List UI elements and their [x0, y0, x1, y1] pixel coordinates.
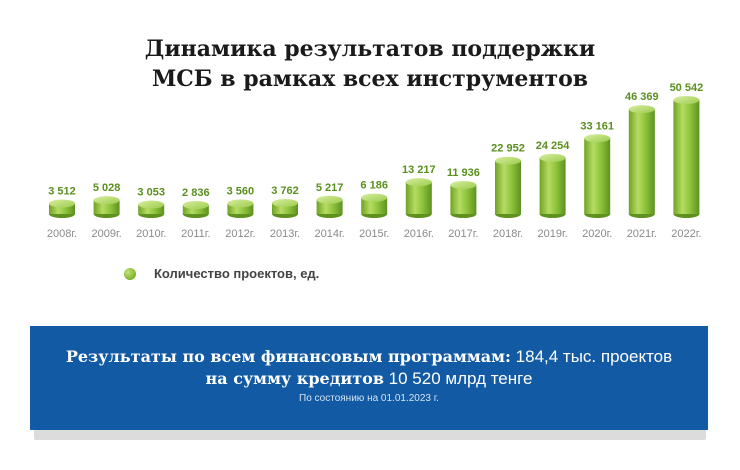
chart-title-line-2: МСБ в рамках всех инструментов	[151, 66, 589, 92]
data-label: 5 217	[316, 182, 344, 194]
data-label: 33 161	[580, 120, 614, 132]
data-label: 3 762	[271, 185, 299, 197]
bar-2016г.	[405, 178, 432, 218]
bar-2020г.	[584, 134, 611, 218]
bar-2014г.	[316, 195, 343, 218]
x-tick-label: 2014г.	[314, 228, 344, 240]
data-label: 11 936	[447, 167, 480, 179]
x-tick-label: 2020г.	[582, 228, 612, 240]
bar-2022г.	[673, 96, 700, 218]
data-label: 50 542	[670, 82, 704, 94]
legend-marker	[124, 267, 136, 280]
x-tick-label: 2013г.	[270, 228, 300, 240]
data-label: 6 186	[360, 180, 388, 192]
x-tick-label: 2016г.	[404, 228, 434, 240]
legend-label: Количество проектов, ед.	[154, 266, 320, 281]
data-label: 46 369	[625, 91, 659, 103]
bar-2008г.	[49, 199, 75, 218]
bar-2012г.	[227, 199, 254, 218]
x-tick-label: 2019г.	[537, 228, 567, 240]
data-label: 3 053	[137, 187, 165, 199]
data-label: 22 952	[491, 143, 525, 155]
summary-programs-label: Результаты по всем финансовым программам…	[65, 347, 511, 366]
data-label: 3 512	[48, 186, 76, 198]
summary-credits-label: на сумму кредитов	[205, 369, 384, 388]
x-tick-label: 2022г.	[671, 228, 701, 240]
legend: Количество проектов, ед.	[124, 266, 319, 281]
summary-projects-value: 184,4 тыс. проектов	[510, 347, 673, 366]
bar-2015г.	[361, 193, 388, 218]
bar-2019г.	[539, 153, 566, 218]
bar-2011г.	[182, 201, 209, 218]
data-label: 13 217	[402, 164, 436, 176]
bar-2009г.	[93, 196, 120, 218]
summary-date-note: По состоянию на 01.01.2023 г.	[299, 393, 439, 404]
bar-chart: 3 512 2008г. 5 028 2009г. 3 053 2010г. 2 836 20…	[47, 82, 704, 240]
summary-line-1: Результаты по всем финансовым программам…	[30, 346, 708, 368]
bar-2021г.	[628, 105, 655, 218]
x-tick-label: 2008г.	[47, 228, 77, 240]
summary-credits-value: 10 520 млрд тенге	[383, 369, 533, 388]
bar-2018г.	[495, 156, 521, 218]
data-label: 5 028	[93, 182, 121, 194]
data-label: 24 254	[536, 140, 571, 152]
bar-2013г.	[272, 198, 298, 218]
x-tick-label: 2021г.	[627, 228, 657, 240]
x-tick-label: 2018г.	[493, 228, 523, 240]
chart-title-line-1: Динамика результатов поддержки	[144, 36, 596, 62]
data-label: 2 836	[182, 187, 210, 199]
summary-banner: Результаты по всем финансовым программам…	[30, 326, 708, 430]
x-tick-label: 2012г.	[225, 228, 255, 240]
x-tick-label: 2017г.	[448, 228, 478, 240]
data-label: 3 560	[227, 185, 255, 197]
chart-title: Динамика результатов поддержки МСБ в рам…	[0, 34, 740, 94]
bar-2010г.	[138, 200, 165, 218]
bar-2017г.	[450, 180, 477, 218]
x-tick-label: 2009г.	[91, 228, 121, 240]
summary-line-2: на сумму кредитов 10 520 млрд тенге	[30, 368, 708, 390]
x-tick-label: 2010г.	[136, 228, 166, 240]
x-tick-label: 2015г.	[359, 228, 389, 240]
x-tick-label: 2011г.	[181, 228, 210, 240]
